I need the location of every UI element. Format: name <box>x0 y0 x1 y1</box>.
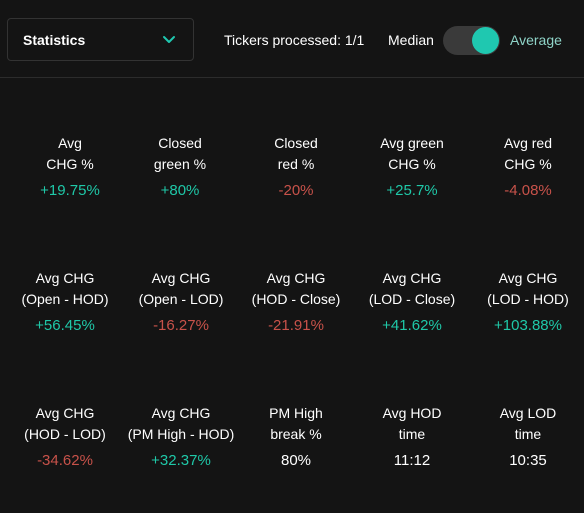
stat-label-line2: CHG % <box>388 156 436 172</box>
stat-avg-red-chg: Avg red CHG % -4.08% <box>470 133 584 201</box>
average-label: Average <box>510 32 562 48</box>
stat-label-line2: (HOD - Close) <box>251 291 341 307</box>
stat-label-line2: green % <box>153 156 207 172</box>
stat-label-line1: Avg red <box>504 135 552 151</box>
toolbar: Statistics Tickers processed: 1/1 Median… <box>0 0 584 78</box>
stat-closed-green: Closed green % +80% <box>122 133 238 201</box>
stat-value: +25.7% <box>386 182 438 199</box>
stat-avg-hod-time: Avg HOD time 11:12 <box>354 403 470 471</box>
stat-label-line1: Avg CHG <box>266 270 326 286</box>
stat-value: -20% <box>278 182 314 199</box>
stat-label-line1: Closed <box>158 135 202 151</box>
stat-avg-green-chg: Avg green CHG % +25.7% <box>354 133 470 201</box>
stat-closed-red: Closed red % -20% <box>238 133 354 201</box>
stat-value: -34.62% <box>37 452 93 469</box>
stat-value: +41.62% <box>382 317 442 334</box>
stat-value: +80% <box>160 182 200 199</box>
stat-value: -21.91% <box>268 317 324 334</box>
stats-grid: Avg CHG % +19.75% Closed green % +80% Cl… <box>0 78 584 513</box>
stat-label-line1: Avg green <box>380 135 444 151</box>
stat-avg-lod-time: Avg LOD time 10:35 <box>470 403 584 471</box>
toggle-knob <box>472 27 499 54</box>
stat-value: 10:35 <box>509 452 547 469</box>
stat-label-line2: (Open - HOD) <box>21 291 109 307</box>
stat-value: +19.75% <box>40 182 100 199</box>
stat-avg-chg-open-lod: Avg CHG (Open - LOD) -16.27% <box>123 268 239 336</box>
stat-label-line2: CHG % <box>504 156 552 172</box>
stat-label-line1: Avg LOD <box>499 405 557 421</box>
stat-label-line2: CHG % <box>46 156 94 172</box>
stat-value: 11:12 <box>393 452 431 469</box>
stat-label-line2: red % <box>277 156 315 172</box>
stat-label-line1: Avg CHG <box>151 405 211 421</box>
stat-value: -4.08% <box>504 182 552 199</box>
stat-avg-chg-lod-close: Avg CHG (LOD - Close) +41.62% <box>354 268 470 336</box>
stat-label-line1: PM High <box>269 405 323 421</box>
stat-label-line2: (PM High - HOD) <box>127 426 235 442</box>
stat-label-line1: Avg CHG <box>35 270 95 286</box>
stat-label-line1: Avg CHG <box>35 405 95 421</box>
stat-avg-chg-hod-close: Avg CHG (HOD - Close) -21.91% <box>238 268 354 336</box>
stat-label-line1: Avg CHG <box>498 270 558 286</box>
stat-value: +103.88% <box>494 317 562 334</box>
stat-pm-high-break: PM High break % 80% <box>238 403 354 471</box>
stat-avg-chg-open-hod: Avg CHG (Open - HOD) +56.45% <box>7 268 123 336</box>
stat-label-line2: (LOD - HOD) <box>487 291 569 307</box>
stat-label-line2: (LOD - Close) <box>368 291 456 307</box>
stat-label-line2: time <box>398 426 426 442</box>
stat-label-line2: break % <box>270 426 322 442</box>
stat-label-line2: (HOD - LOD) <box>24 426 106 442</box>
tickers-processed-text: Tickers processed: 1/1 <box>224 32 365 48</box>
stat-label-line1: Avg CHG <box>151 270 211 286</box>
stat-value: 80% <box>280 452 312 469</box>
stat-avg-chg-pm-high-hod: Avg CHG (PM High - HOD) +32.37% <box>123 403 239 471</box>
stat-label-line1: Avg <box>58 135 82 151</box>
stat-label-line1: Avg CHG <box>382 270 442 286</box>
stat-label-line1: Avg HOD <box>382 405 442 421</box>
stat-avg-chg: Avg CHG % +19.75% <box>12 133 128 201</box>
statistics-dropdown[interactable]: Statistics <box>7 18 194 61</box>
stat-avg-chg-hod-lod: Avg CHG (HOD - LOD) -34.62% <box>7 403 123 471</box>
stat-label-line1: Closed <box>274 135 318 151</box>
stat-value: +32.37% <box>151 452 211 469</box>
stat-label-line2: (Open - LOD) <box>138 291 224 307</box>
stat-value: +56.45% <box>35 317 95 334</box>
chevron-down-icon <box>163 36 175 43</box>
dropdown-label: Statistics <box>23 32 86 48</box>
stat-avg-chg-lod-hod: Avg CHG (LOD - HOD) +103.88% <box>470 268 584 336</box>
median-average-toggle[interactable] <box>443 26 500 55</box>
median-label: Median <box>388 32 434 48</box>
stat-value: -16.27% <box>153 317 209 334</box>
stat-label-line2: time <box>514 426 542 442</box>
